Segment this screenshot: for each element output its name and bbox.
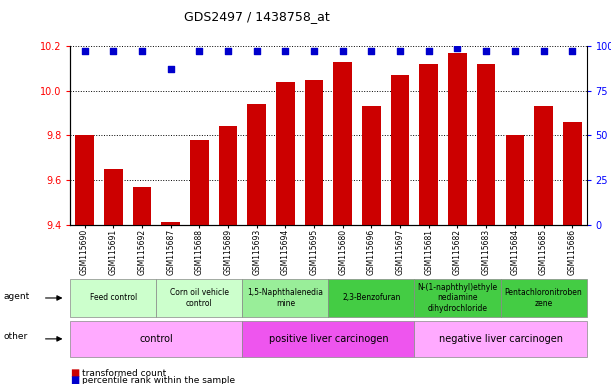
Point xyxy=(481,48,491,55)
Bar xyxy=(305,79,323,225)
Point xyxy=(395,48,405,55)
Text: ■: ■ xyxy=(70,368,79,378)
Text: agent: agent xyxy=(3,291,29,301)
Bar xyxy=(75,136,94,225)
Point xyxy=(79,48,89,55)
Bar xyxy=(190,140,209,225)
Bar xyxy=(334,62,352,225)
Bar xyxy=(420,64,438,225)
Bar xyxy=(534,106,553,225)
Point xyxy=(223,48,233,55)
Bar xyxy=(247,104,266,225)
Point xyxy=(510,48,520,55)
Point xyxy=(539,48,549,55)
Text: control: control xyxy=(139,334,173,344)
Point xyxy=(166,66,175,72)
Point xyxy=(367,48,376,55)
Bar xyxy=(477,64,496,225)
Point xyxy=(194,48,204,55)
Text: ■: ■ xyxy=(70,375,79,384)
Point xyxy=(280,48,290,55)
Point xyxy=(252,48,262,55)
Bar xyxy=(161,222,180,225)
Bar xyxy=(133,187,152,225)
Bar xyxy=(391,75,409,225)
Bar xyxy=(104,169,123,225)
Bar xyxy=(219,126,237,225)
Text: transformed count: transformed count xyxy=(82,369,167,378)
Point xyxy=(453,45,463,51)
Bar xyxy=(505,136,524,225)
Text: other: other xyxy=(3,333,27,341)
Text: percentile rank within the sample: percentile rank within the sample xyxy=(82,376,236,384)
Point xyxy=(309,48,319,55)
Point xyxy=(338,48,348,55)
Text: Corn oil vehicle
control: Corn oil vehicle control xyxy=(170,288,229,308)
Bar xyxy=(563,122,582,225)
Text: 1,5-Naphthalenedia
mine: 1,5-Naphthalenedia mine xyxy=(247,288,323,308)
Bar xyxy=(362,106,381,225)
Text: 2,3-Benzofuran: 2,3-Benzofuran xyxy=(342,293,401,303)
Point xyxy=(424,48,434,55)
Text: Pentachloronitroben
zene: Pentachloronitroben zene xyxy=(505,288,582,308)
Text: N-(1-naphthyl)ethyle
nediamine
dihydrochloride: N-(1-naphthyl)ethyle nediamine dihydroch… xyxy=(417,283,497,313)
Point xyxy=(108,48,118,55)
Text: negative liver carcinogen: negative liver carcinogen xyxy=(439,334,563,344)
Bar xyxy=(276,82,295,225)
Text: positive liver carcinogen: positive liver carcinogen xyxy=(269,334,388,344)
Point xyxy=(568,48,577,55)
Text: Feed control: Feed control xyxy=(90,293,137,303)
Text: GDS2497 / 1438758_at: GDS2497 / 1438758_at xyxy=(184,10,329,23)
Point xyxy=(137,48,147,55)
Bar xyxy=(448,53,467,225)
